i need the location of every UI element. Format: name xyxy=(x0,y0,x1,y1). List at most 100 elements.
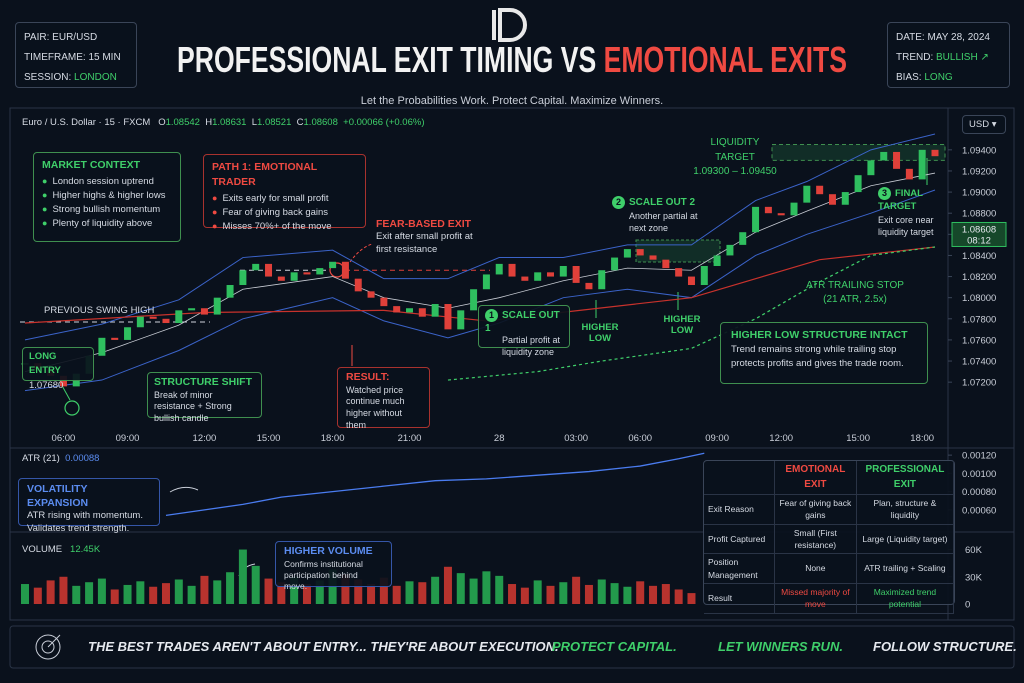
volume-bar xyxy=(418,582,427,604)
footer-text: PROTECT CAPITAL. xyxy=(552,639,677,654)
ohlc-label: H xyxy=(205,117,213,128)
change: +0.00066 (+0.06%) xyxy=(343,117,425,128)
note-text: Exit after small profit at first resista… xyxy=(376,231,473,255)
title: FINAL TARGET xyxy=(878,188,923,212)
label: TREND: xyxy=(896,52,934,63)
volume-bar xyxy=(431,576,440,604)
candle xyxy=(790,202,798,216)
volume-tick-label: 60K xyxy=(965,545,983,556)
item: Misses 70%+ of the move xyxy=(212,220,357,234)
candle xyxy=(675,268,683,277)
currency-select[interactable]: USD ▾ xyxy=(962,115,1006,134)
note-title: LIQUIDITY TARGET xyxy=(710,137,760,163)
price-tag-time: 08:12 xyxy=(967,235,991,246)
footer-text: THE BEST TRADES AREN'T ABOUT ENTRY... TH… xyxy=(88,639,559,654)
volume-bar xyxy=(572,576,581,604)
corner xyxy=(704,461,775,495)
atr-line xyxy=(165,452,705,516)
volume-bar xyxy=(469,578,478,604)
volume-bar xyxy=(661,584,670,604)
volume-bar xyxy=(46,580,55,604)
atr-tick-label: 0.00120 xyxy=(962,451,996,462)
candle xyxy=(726,244,734,256)
entry-price: 1.07680 xyxy=(29,379,64,391)
structure-shift: STRUCTURE SHIFT Break of minor resistanc… xyxy=(147,372,262,423)
entry-marker xyxy=(64,400,80,416)
higher-low: HIGHER LOW xyxy=(581,322,619,344)
volume-bar xyxy=(533,580,542,604)
y-tick-label: 1.08800 xyxy=(962,209,996,220)
atr-tick-label: 0.00060 xyxy=(962,505,996,516)
candle xyxy=(687,276,695,286)
candle xyxy=(841,192,849,205)
candle xyxy=(354,278,362,292)
value: EUR/USD xyxy=(52,32,98,43)
candle xyxy=(316,268,324,275)
candle xyxy=(828,194,836,205)
footer-text: LET WINNERS RUN. xyxy=(718,639,843,654)
candle xyxy=(213,297,221,315)
candle xyxy=(341,261,349,279)
item: London session uptrend xyxy=(42,175,172,189)
subtitle: Let the Probabilities Work. Protect Capi… xyxy=(361,95,663,107)
atr-stop: ATR TRAILING STOP (21 ATR, 2.5x) xyxy=(795,279,915,306)
candle xyxy=(393,306,401,313)
box-title: RESULT: xyxy=(346,371,390,383)
atr-value: 0.00088 xyxy=(65,453,100,464)
candle xyxy=(559,266,567,277)
volume-bar xyxy=(213,580,222,604)
candle xyxy=(546,272,554,277)
candle xyxy=(777,213,785,216)
ohlc-label: C xyxy=(296,117,304,128)
x-tick-label: 18:00 xyxy=(321,433,345,444)
long-entry: LONG ENTRY 1.07680 xyxy=(22,347,94,391)
volume-bar xyxy=(33,587,42,604)
symbol: Euro / U.S. Dollar · 15 · FXCM xyxy=(22,117,151,128)
label: PAIR: xyxy=(24,32,50,43)
volume-bar xyxy=(187,585,196,604)
path1: PATH 1: EMOTIONAL TRADER Exits early for… xyxy=(203,154,366,232)
candle xyxy=(803,185,811,203)
info-row: TIMEFRAME: 15 MIN xyxy=(24,48,128,68)
volume-bar xyxy=(85,582,94,604)
volume-bar xyxy=(456,573,465,604)
volume-bar xyxy=(341,574,350,604)
volume-bar xyxy=(649,585,658,604)
swing-high-label: PREVIOUS SWING HIGH xyxy=(44,305,155,316)
panel-border xyxy=(9,107,1015,621)
higher-low: HIGHER LOW xyxy=(663,314,701,336)
box-title: STRUCTURE SHIFT xyxy=(154,376,252,388)
y-tick-label: 1.07200 xyxy=(962,378,996,389)
candle xyxy=(136,316,144,328)
candle xyxy=(175,310,183,324)
note-title: ATR TRAILING STOP xyxy=(806,280,904,291)
cell: None xyxy=(774,553,857,584)
candle xyxy=(380,297,388,307)
row-label: Profit Captured xyxy=(704,524,775,555)
candle xyxy=(713,255,721,266)
volume-bar xyxy=(161,583,170,604)
volume-tick-label: 30K xyxy=(965,572,983,583)
box-text: Confirms institutional participation beh… xyxy=(284,558,363,591)
arrow xyxy=(349,243,373,263)
volatility-note: VOLATILITY EXPANSION ATR rising with mom… xyxy=(18,478,160,534)
volume-bar xyxy=(610,583,619,604)
step-number: 3 xyxy=(878,187,891,200)
value: 15 MIN xyxy=(88,52,121,63)
candle xyxy=(880,151,888,161)
header-cell: EMOTIONAL EXIT xyxy=(774,461,857,495)
volume-note: HIGHER VOLUME Confirms institutional par… xyxy=(275,541,392,591)
candle xyxy=(239,270,247,286)
volume-tick-label: 0 xyxy=(965,600,970,611)
structure-intact: HIGHER LOW STRUCTURE INTACT Trend remain… xyxy=(720,322,928,384)
item: Higher highs & higher lows xyxy=(42,189,172,203)
volume-bar xyxy=(443,566,452,604)
x-tick-label: 21:00 xyxy=(398,433,422,444)
ohlc-value: 1.08521 xyxy=(257,117,292,128)
box-title: PATH 1: EMOTIONAL TRADER xyxy=(212,161,317,189)
y-tick-label: 1.07400 xyxy=(962,357,996,368)
cell: Maximized trend potential xyxy=(856,583,955,614)
volume-bar xyxy=(379,577,388,604)
x-tick-label: 28 xyxy=(494,433,505,444)
x-tick-label: 15:00 xyxy=(257,433,281,444)
